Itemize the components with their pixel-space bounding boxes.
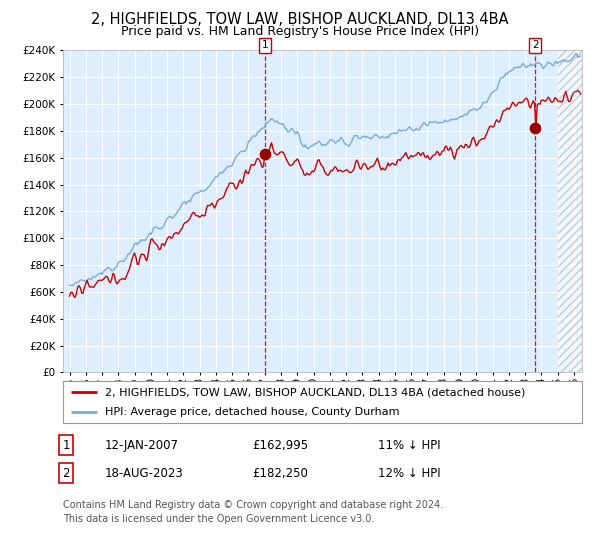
Text: 12-JAN-2007: 12-JAN-2007 — [105, 438, 179, 452]
Text: 1: 1 — [262, 40, 269, 50]
Text: 12% ↓ HPI: 12% ↓ HPI — [378, 466, 440, 480]
Text: 2: 2 — [62, 466, 70, 480]
Text: £162,995: £162,995 — [252, 438, 308, 452]
Text: £182,250: £182,250 — [252, 466, 308, 480]
Text: 1: 1 — [62, 438, 70, 452]
Text: 2, HIGHFIELDS, TOW LAW, BISHOP AUCKLAND, DL13 4BA: 2, HIGHFIELDS, TOW LAW, BISHOP AUCKLAND,… — [91, 12, 509, 27]
Text: 11% ↓ HPI: 11% ↓ HPI — [378, 438, 440, 452]
Text: 18-AUG-2023: 18-AUG-2023 — [105, 466, 184, 480]
Text: HPI: Average price, detached house, County Durham: HPI: Average price, detached house, Coun… — [104, 407, 399, 417]
Bar — [557, 50, 582, 372]
Text: Contains HM Land Registry data © Crown copyright and database right 2024.
This d: Contains HM Land Registry data © Crown c… — [63, 500, 443, 524]
Text: 2, HIGHFIELDS, TOW LAW, BISHOP AUCKLAND, DL13 4BA (detached house): 2, HIGHFIELDS, TOW LAW, BISHOP AUCKLAND,… — [104, 387, 525, 397]
Text: 2: 2 — [532, 40, 539, 50]
Text: Price paid vs. HM Land Registry's House Price Index (HPI): Price paid vs. HM Land Registry's House … — [121, 25, 479, 38]
Point — [530, 123, 540, 132]
Point — [260, 149, 270, 158]
